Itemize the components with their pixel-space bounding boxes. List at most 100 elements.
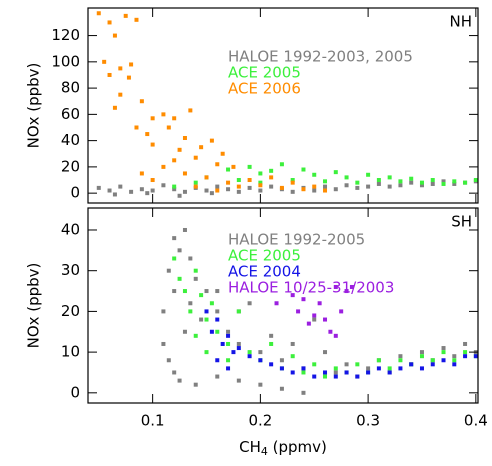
point (398, 366, 403, 371)
point (452, 354, 457, 359)
legend-entry: ACE 2004 (228, 263, 301, 281)
point (398, 183, 403, 188)
point (387, 370, 392, 375)
point (441, 181, 446, 186)
point (258, 188, 263, 193)
point (188, 301, 193, 306)
y-tick-label: 20 (61, 302, 80, 320)
point (182, 189, 187, 194)
y-tick-label: 20 (61, 157, 80, 175)
point (215, 289, 220, 294)
point (139, 99, 144, 104)
point (236, 189, 241, 194)
point (387, 175, 392, 180)
point (366, 172, 371, 177)
point (226, 358, 231, 363)
point (215, 358, 220, 363)
point (118, 184, 123, 189)
y-tick-label: 0 (70, 184, 80, 202)
point (269, 184, 274, 189)
point (193, 180, 198, 185)
point (409, 176, 414, 181)
point (452, 179, 457, 184)
point (161, 112, 166, 117)
point (463, 350, 468, 355)
point (172, 158, 177, 163)
point (96, 11, 101, 16)
point (333, 284, 338, 289)
point (274, 301, 279, 306)
point (204, 175, 209, 180)
point (376, 178, 381, 183)
point (172, 184, 177, 189)
point (177, 276, 182, 281)
point (355, 185, 360, 190)
point (247, 350, 252, 355)
point (387, 366, 392, 371)
point (193, 155, 198, 160)
point (182, 136, 187, 140)
x-tick-label: 0.2 (248, 412, 272, 430)
legend-entry: HALOE 10/25-31/2003 (228, 279, 394, 297)
point (112, 33, 117, 38)
point (301, 167, 306, 172)
point (333, 187, 338, 192)
point (296, 309, 301, 314)
point (473, 354, 478, 359)
point (226, 180, 231, 185)
point (323, 350, 328, 355)
point (220, 341, 225, 346)
point (441, 179, 446, 184)
point (215, 184, 220, 189)
point (172, 236, 177, 241)
plot-frame (87, 207, 479, 404)
point (177, 193, 182, 198)
point (355, 374, 360, 379)
point (269, 362, 274, 367)
point (209, 191, 214, 196)
point (317, 301, 322, 306)
point (150, 178, 155, 183)
point (172, 116, 177, 121)
point (376, 366, 381, 371)
point (312, 313, 317, 318)
point (279, 386, 284, 391)
point (463, 354, 468, 359)
point (290, 293, 295, 298)
point (188, 256, 193, 261)
point (398, 358, 403, 363)
point (231, 350, 236, 355)
legend-entry: ACE 2006 (228, 80, 301, 98)
point (323, 188, 328, 193)
point (139, 171, 144, 176)
point (355, 362, 360, 367)
point (441, 350, 446, 355)
point (301, 297, 306, 302)
x-axis-label-part: CH (239, 438, 261, 456)
point (215, 188, 220, 193)
point (226, 366, 231, 371)
point (312, 362, 317, 367)
point (355, 180, 360, 185)
point (258, 180, 263, 185)
point (199, 145, 204, 150)
point (150, 142, 155, 147)
y-axis-label: NOx (ppbv) (25, 263, 43, 349)
point (376, 181, 381, 186)
x-tick-label: 0.1 (141, 412, 165, 430)
y-tick-label: 80 (61, 79, 80, 97)
point (306, 321, 311, 326)
point (166, 268, 171, 273)
point (226, 341, 231, 346)
point (150, 188, 155, 193)
point (177, 378, 182, 383)
panel-label: SH (451, 213, 472, 231)
point (215, 374, 220, 379)
point (204, 289, 209, 294)
point (323, 374, 328, 379)
point (139, 187, 144, 192)
point (193, 382, 198, 387)
point (193, 268, 198, 273)
point (236, 341, 241, 346)
